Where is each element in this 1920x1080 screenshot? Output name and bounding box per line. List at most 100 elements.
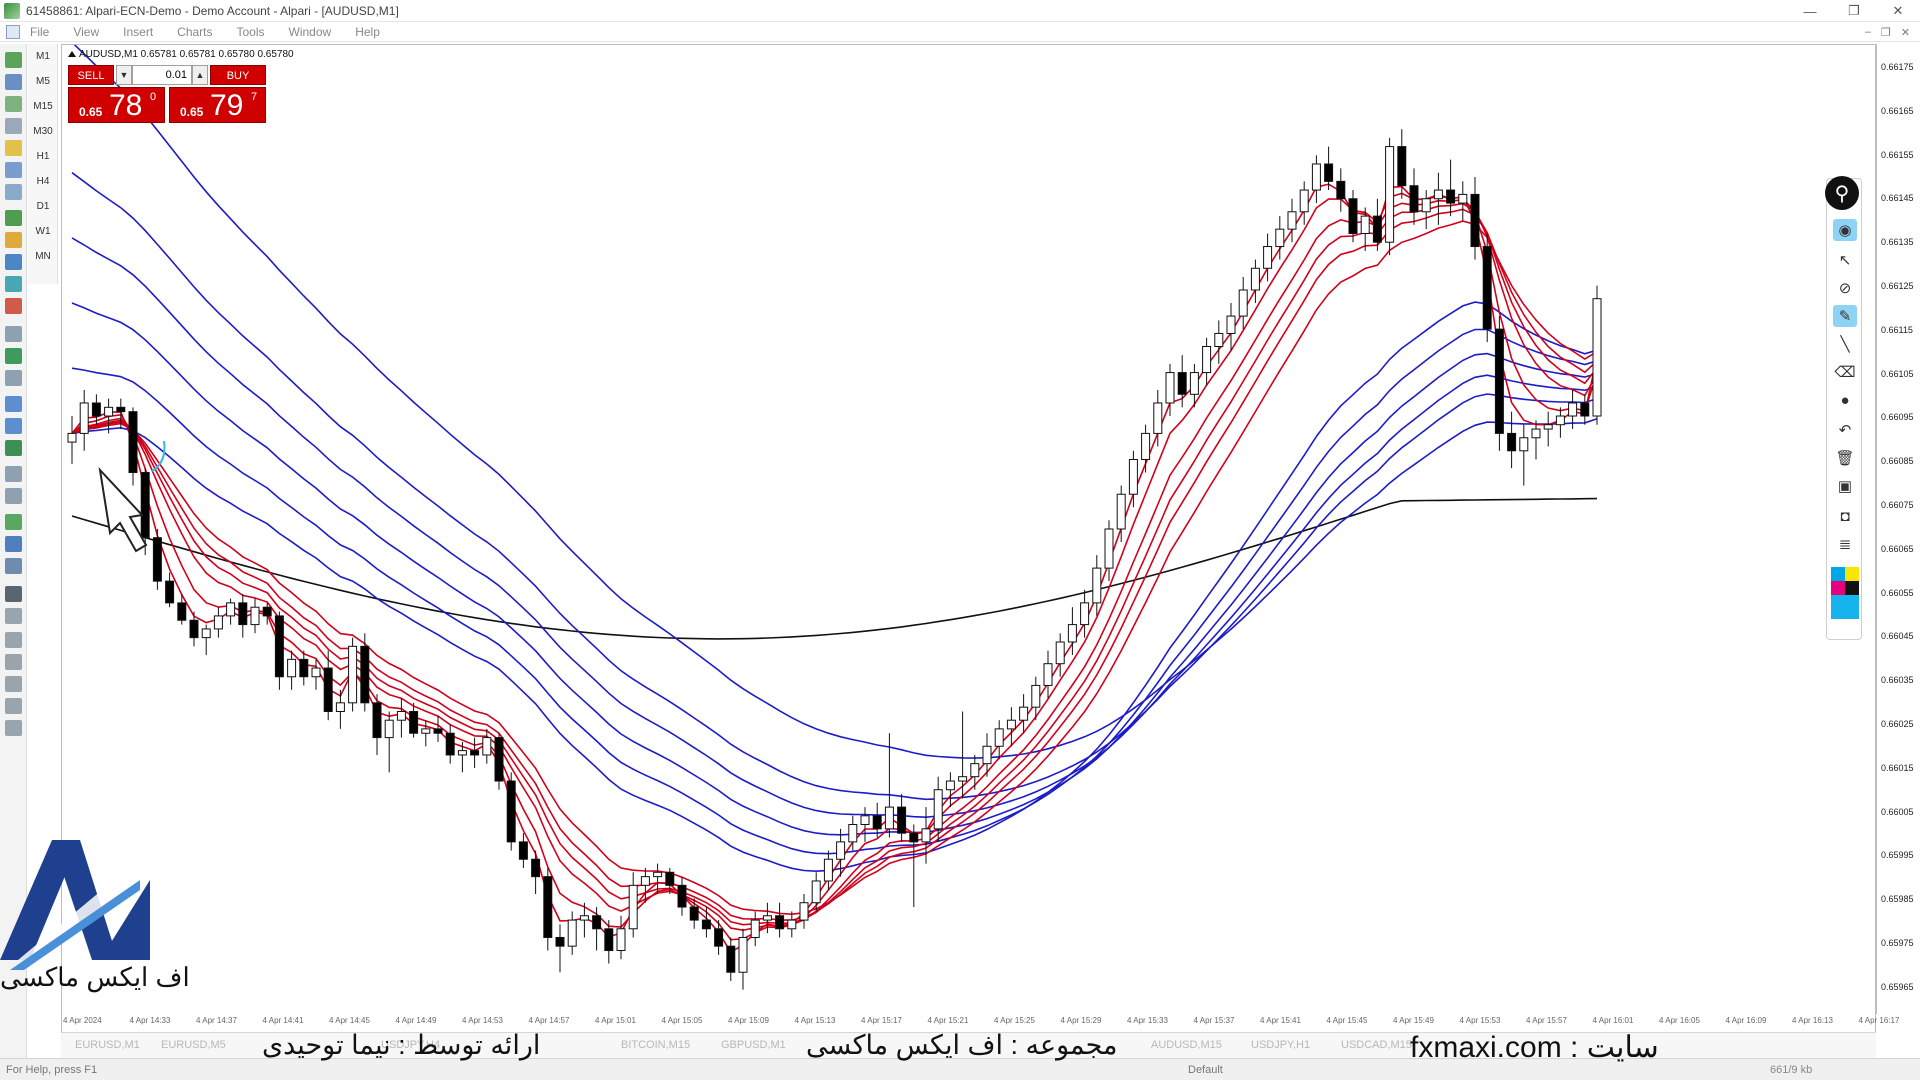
vertical-line-icon[interactable] [5, 632, 22, 648]
bear-candle-body [360, 645, 370, 704]
price-chart[interactable] [62, 45, 1875, 1013]
menu-tools[interactable]: Tools [236, 24, 265, 39]
crosshair-icon[interactable] [5, 608, 22, 624]
fibonacci-icon[interactable] [5, 720, 22, 736]
signals-icon[interactable] [5, 276, 22, 292]
line-chart-icon[interactable] [5, 370, 22, 386]
chart-tab[interactable]: GBPUSD,M1 [721, 1039, 786, 1051]
camera-icon[interactable]: ◘ [1840, 507, 1850, 525]
candle [1202, 337, 1212, 386]
color-swatch-magenta-black[interactable] [1831, 581, 1859, 595]
timeframe-w1[interactable]: W1 [35, 226, 51, 237]
dot-icon[interactable]: ● [1840, 391, 1850, 409]
lot-size-input[interactable]: 0.01 [132, 65, 192, 85]
line-tool-icon[interactable]: ╲ [1840, 336, 1850, 353]
templates-icon[interactable] [5, 558, 22, 574]
channel-icon[interactable] [5, 698, 22, 714]
timeframe-m15[interactable]: M15 [33, 101, 53, 112]
menu-window[interactable]: Window [288, 24, 332, 39]
trash-icon[interactable]: 🗑 [1835, 450, 1855, 467]
bull-candle-body [958, 776, 968, 782]
timeframe-d1[interactable]: D1 [36, 201, 50, 212]
minimize-button[interactable]: — [1803, 3, 1817, 19]
mdi-minimize-icon[interactable]: – [1864, 26, 1871, 38]
chart-tab[interactable]: USDJPY,H1 [1251, 1039, 1311, 1051]
market-icon[interactable] [5, 298, 22, 314]
buy-button[interactable]: BUY [210, 65, 266, 85]
color-swatch-blue[interactable] [1831, 595, 1859, 619]
sell-button[interactable]: SELL [68, 65, 114, 85]
eraser-icon[interactable]: ⌫ [1834, 364, 1856, 381]
tile-windows-icon[interactable] [5, 440, 22, 456]
timeframe-m5[interactable]: M5 [36, 76, 50, 87]
timeframe-m30[interactable]: M30 [33, 126, 53, 137]
new-order-icon[interactable] [5, 210, 22, 226]
zoom-in-icon[interactable] [5, 396, 22, 412]
restore-button[interactable]: ❐ [1848, 3, 1860, 18]
lot-increase-button[interactable]: ▲ [192, 65, 208, 85]
candlestick-icon[interactable] [5, 348, 22, 364]
timeframe-h4[interactable]: H4 [36, 176, 50, 187]
screen-icon[interactable]: ▣ [1837, 478, 1853, 495]
new-chart-icon[interactable] [5, 52, 22, 68]
cursor-icon[interactable] [5, 586, 22, 602]
price-scale[interactable]: 0.66175 0.66165 0.66155 0.66145 0.66135 0.661… [1876, 44, 1920, 1014]
autoscroll-icon[interactable] [5, 488, 22, 504]
chart-tab[interactable]: USDCAD,M15 [1341, 1039, 1412, 1051]
menu-insert[interactable]: Insert [123, 24, 154, 39]
timeframe-mn[interactable]: MN [35, 251, 51, 262]
status-profile: Default [1188, 1064, 1223, 1076]
menu-view[interactable]: View [73, 24, 100, 39]
profiles-icon[interactable] [5, 74, 22, 90]
navigator-icon[interactable] [5, 118, 22, 134]
select-arrow-icon[interactable]: ↖ [1838, 252, 1852, 269]
status-traffic: 661/9 kb [1770, 1064, 1813, 1076]
hide-drawings-icon[interactable]: ⊘ [1838, 280, 1852, 297]
bull-candle-body [1250, 267, 1260, 291]
periods-icon[interactable] [5, 536, 22, 552]
zoom-out-icon[interactable] [5, 418, 22, 434]
menu-file[interactable]: File [30, 24, 50, 39]
metaeditor-icon[interactable] [5, 232, 22, 248]
bear-candle-body [140, 472, 150, 539]
candle [945, 772, 955, 808]
data-window-icon[interactable] [5, 140, 22, 156]
pencil-icon[interactable]: ✎ [1833, 305, 1857, 327]
color-swatch-cyan-yellow[interactable] [1831, 567, 1859, 581]
menu-help[interactable]: Help [355, 24, 380, 39]
time-axis[interactable]: 4 Apr 2024 4 Apr 14:33 4 Apr 14:37 4 Apr 14… [61, 1012, 1899, 1030]
autotrading-icon[interactable] [5, 254, 22, 270]
indicators-icon[interactable] [5, 514, 22, 530]
menu-charts[interactable]: Charts [177, 24, 213, 39]
chart-tab[interactable]: USDJPY,H4 [381, 1039, 441, 1051]
timeframe-m1[interactable]: M1 [36, 51, 50, 62]
timeframe-h1[interactable]: H1 [36, 151, 50, 162]
mdi-restore-icon[interactable]: ❐ [1880, 26, 1891, 39]
chart-tab[interactable]: EURUSD,M1 [75, 1039, 140, 1051]
candle [201, 624, 211, 656]
candle [372, 694, 382, 755]
close-button[interactable]: ✕ [1892, 3, 1904, 18]
candle [994, 720, 1004, 760]
trendline-icon[interactable] [5, 676, 22, 692]
sell-price-button[interactable]: 0.65 78 0 [68, 87, 165, 123]
bull-candle-body [1555, 415, 1565, 426]
notes-icon[interactable]: ≣ [1838, 536, 1852, 553]
chart-shift-icon[interactable] [5, 466, 22, 482]
terminal-icon[interactable] [5, 162, 22, 178]
chart-window[interactable]: AUDUSD,M1 0.65781 0.65781 0.65780 0.6578… [61, 44, 1876, 1044]
chart-tab[interactable]: AUDUSD,M15 [1151, 1039, 1222, 1051]
horizontal-line-icon[interactable] [5, 654, 22, 670]
chart-tab[interactable]: EURUSD,M5 [161, 1039, 226, 1051]
market-watch-icon[interactable] [5, 96, 22, 112]
pin-icon[interactable]: ⚲ [1825, 176, 1859, 210]
chart-tab[interactable]: BITCOIN,M15 [621, 1039, 691, 1051]
mdi-close-icon[interactable]: ✕ [1900, 26, 1910, 39]
candle [1336, 168, 1346, 212]
undo-icon[interactable]: ↶ [1838, 422, 1852, 439]
eye-icon[interactable]: ◉ [1833, 219, 1857, 241]
tester-icon[interactable] [5, 184, 22, 200]
buy-price-button[interactable]: 0.65 79 7 [169, 87, 266, 123]
lot-decrease-button[interactable]: ▼ [116, 65, 132, 85]
bar-chart-icon[interactable] [5, 326, 22, 342]
